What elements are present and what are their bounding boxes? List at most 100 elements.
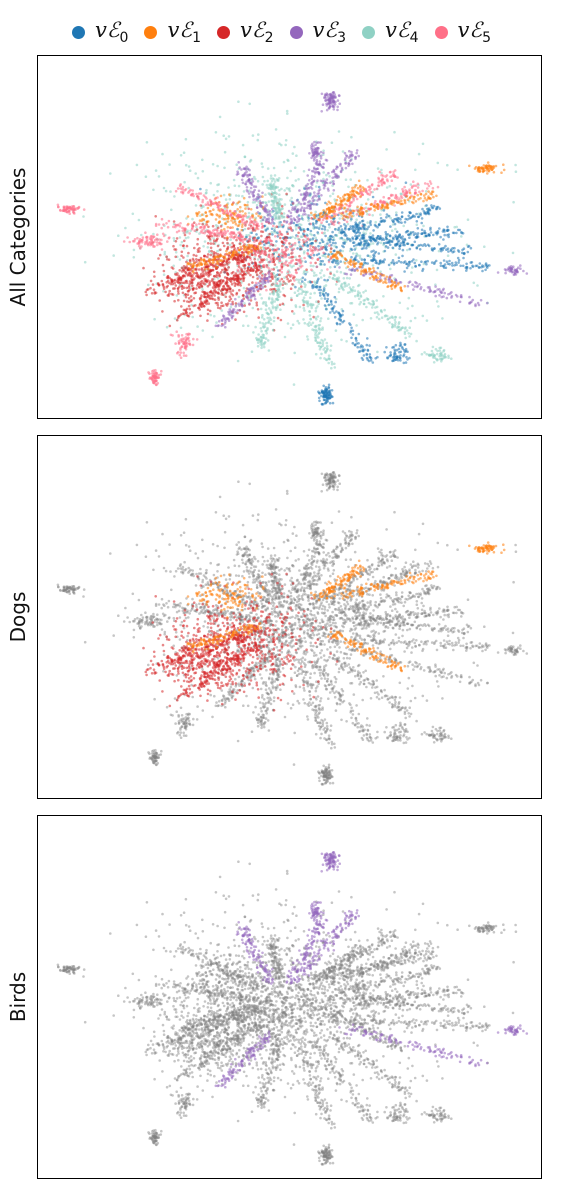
scatter-point [289, 222, 293, 225]
scatter-point [256, 308, 260, 311]
scatter-point [198, 250, 201, 253]
scatter-point [417, 152, 421, 156]
scatter-point [428, 234, 431, 237]
scatter-point [522, 269, 525, 273]
scatter-point [260, 316, 264, 319]
scatter-point [333, 274, 336, 277]
scatter-point [264, 193, 267, 196]
scatter-point [146, 242, 149, 246]
scatter-point [231, 300, 234, 304]
scatter-point [443, 352, 447, 356]
scatter-point [311, 237, 315, 240]
scatter-point [320, 403, 324, 406]
scatter-point [261, 333, 265, 337]
scatter-point [318, 291, 322, 295]
scatter-point [195, 258, 198, 261]
scatter-point [226, 241, 229, 245]
scatter-point [339, 225, 343, 228]
scatter-point [128, 240, 131, 244]
scatter-point [409, 319, 413, 323]
scatter-point [478, 262, 482, 265]
scatter-point [228, 193, 231, 196]
scatter-point [442, 348, 446, 352]
scatter-point [188, 258, 192, 262]
scatter-point [357, 260, 360, 263]
scatter-point [234, 222, 238, 226]
scatter-point [257, 333, 260, 336]
scatter-point [283, 220, 286, 223]
scatter-point [194, 268, 198, 272]
scatter-point [243, 263, 247, 267]
scatter-point [403, 185, 406, 189]
scatter-point [198, 247, 201, 250]
scatter-point [270, 268, 273, 271]
scatter-point [265, 258, 269, 261]
scatter-point [298, 238, 301, 242]
scatter-point [443, 291, 447, 295]
scatter-point [195, 338, 199, 341]
scatter-point [310, 174, 314, 178]
scatter-point [263, 243, 266, 246]
scatter-point [315, 158, 319, 162]
scatter-point [195, 228, 199, 231]
scatter-point [344, 162, 348, 165]
scatter-point [132, 256, 136, 259]
scatter-point [236, 208, 239, 211]
scatter-point [332, 91, 336, 94]
scatter-point [296, 319, 300, 323]
scatter-point [216, 285, 220, 288]
scatter-point [182, 342, 186, 346]
scatter-point [343, 231, 346, 234]
scatter-point [283, 255, 286, 259]
scatter-point [374, 357, 378, 360]
scatter-point [417, 212, 420, 216]
scatter-point [525, 272, 529, 275]
scatter-point [325, 391, 329, 395]
scatter-point [170, 280, 173, 284]
scatter-point [140, 233, 143, 237]
scatter-point [407, 214, 411, 218]
scatter-point [400, 192, 403, 196]
scatter-point [401, 326, 404, 330]
scatter-point [233, 284, 237, 288]
scatter-point [344, 224, 348, 228]
scatter-point [277, 177, 281, 180]
scatter-point [333, 265, 337, 269]
scatter-point [371, 183, 374, 186]
scatter-point [324, 291, 328, 295]
scatter-point [230, 315, 234, 319]
scatter-point [333, 244, 336, 248]
scatter-point [168, 289, 171, 293]
scatter-point [325, 389, 329, 392]
scatter-point [233, 281, 236, 285]
scatter-point [243, 272, 246, 276]
scatter-point [388, 321, 391, 324]
scatter-point [216, 190, 219, 193]
scatter-point [271, 306, 275, 310]
scatter-point [177, 335, 180, 338]
scatter-point [226, 236, 229, 239]
scatter-point [411, 266, 414, 269]
scatter-point [222, 323, 225, 327]
scatter-point [204, 211, 208, 214]
scatter-point [149, 279, 153, 283]
scatter-point [380, 168, 383, 172]
scatter-point [309, 264, 313, 268]
scatter-point [152, 288, 156, 291]
scatter-point [158, 299, 161, 302]
scatter-point [402, 224, 406, 228]
scatter-point [195, 254, 198, 258]
scatter-point [294, 227, 298, 231]
scatter-point [188, 343, 192, 347]
scatter-point [325, 173, 328, 177]
scatter-point [423, 211, 427, 214]
scatter-point [350, 326, 353, 330]
scatter-point [280, 187, 283, 191]
scatter-point [295, 271, 299, 275]
scatter-point [189, 188, 192, 192]
scatter-point [56, 203, 60, 207]
scatter-point [270, 230, 274, 234]
scatter-point [201, 198, 205, 202]
scatter-point [153, 317, 156, 321]
scatter-point [218, 209, 222, 213]
